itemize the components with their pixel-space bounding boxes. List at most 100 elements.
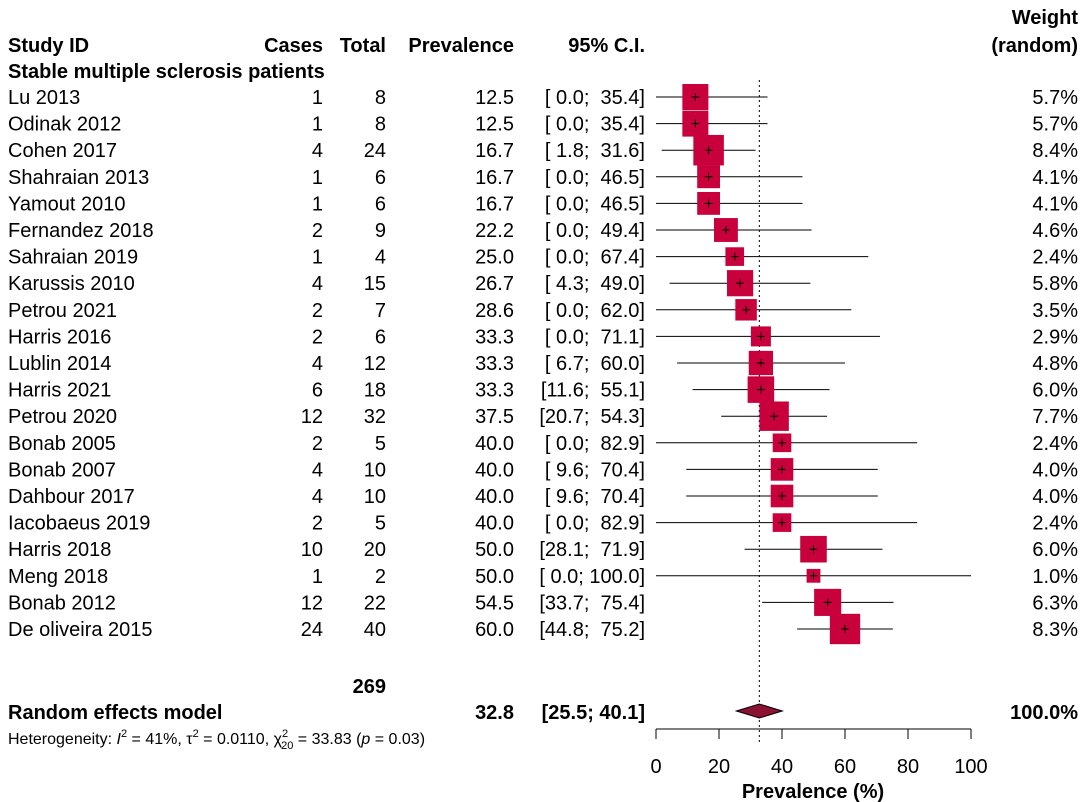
study-name: Lublin 2014 bbox=[8, 353, 111, 375]
study-total: 7 bbox=[375, 300, 386, 322]
study-name: Harris 2021 bbox=[8, 380, 111, 402]
study-ci: [11.6; 55.1] bbox=[541, 380, 645, 402]
summary-total-n: 269 bbox=[353, 676, 386, 698]
study-ci: [44.8; 75.2] bbox=[539, 619, 645, 641]
study-weight: 7.7% bbox=[1032, 406, 1078, 428]
study-cases: 1 bbox=[312, 114, 323, 136]
study-cases: 6 bbox=[312, 380, 323, 402]
x-tick-label: 0 bbox=[650, 756, 661, 778]
pooled-diamond bbox=[734, 703, 785, 719]
study-weight: 6.0% bbox=[1032, 539, 1078, 561]
study-cases: 4 bbox=[312, 353, 323, 375]
heterogeneity-stats: Heterogeneity: I2 = 41%, τ2 = 0.0110, χ2… bbox=[8, 728, 425, 752]
study-total: 4 bbox=[375, 247, 386, 269]
study-total: 12 bbox=[364, 353, 386, 375]
summary-ci: [25.5; 40.1] bbox=[542, 702, 645, 724]
study-name: Bonab 2005 bbox=[8, 433, 116, 455]
study-cases: 2 bbox=[312, 326, 323, 348]
study-cases: 1 bbox=[312, 193, 323, 215]
study-ci: [ 0.0; 100.0] bbox=[539, 566, 645, 588]
study-total: 24 bbox=[364, 140, 386, 162]
study-total: 2 bbox=[375, 566, 386, 588]
summary-weight: 100.0% bbox=[1010, 702, 1078, 724]
study-cases: 4 bbox=[312, 459, 323, 481]
study-ci: [ 4.3; 49.0] bbox=[545, 273, 645, 295]
study-prevalence: 50.0 bbox=[475, 566, 514, 588]
study-cases: 2 bbox=[312, 300, 323, 322]
study-ci: [ 0.0; 35.4] bbox=[545, 114, 645, 136]
study-total: 10 bbox=[364, 486, 386, 508]
x-tick-label: 20 bbox=[708, 756, 730, 778]
study-total: 32 bbox=[364, 406, 386, 428]
study-cases: 24 bbox=[301, 619, 323, 641]
study-name: Lu 2013 bbox=[8, 87, 80, 109]
study-name: Fernandez 2018 bbox=[8, 220, 154, 242]
study-prevalence: 33.3 bbox=[475, 326, 514, 348]
study-ci: [ 0.0; 82.9] bbox=[545, 513, 645, 535]
study-weight: 5.8% bbox=[1032, 273, 1078, 295]
x-tick-label: 100 bbox=[954, 756, 987, 778]
study-total: 20 bbox=[364, 539, 386, 561]
study-cases: 4 bbox=[312, 486, 323, 508]
study-name: Karussis 2010 bbox=[8, 273, 135, 295]
study-total: 6 bbox=[375, 326, 386, 348]
header-study: Study ID bbox=[8, 35, 89, 57]
study-weight: 6.3% bbox=[1032, 592, 1078, 614]
study-weight: 2.9% bbox=[1032, 326, 1078, 348]
study-prevalence: 16.7 bbox=[475, 140, 514, 162]
study-weight: 4.1% bbox=[1032, 193, 1078, 215]
study-prevalence: 37.5 bbox=[475, 406, 514, 428]
x-axis-label: Prevalence (%) bbox=[742, 781, 884, 802]
study-cases: 12 bbox=[301, 592, 323, 614]
study-total: 18 bbox=[364, 380, 386, 402]
study-cases: 1 bbox=[312, 247, 323, 269]
study-prevalence: 33.3 bbox=[475, 380, 514, 402]
summary-prevalence: 32.8 bbox=[475, 702, 514, 724]
study-name: Bonab 2012 bbox=[8, 592, 116, 614]
study-name: Harris 2018 bbox=[8, 539, 111, 561]
study-prevalence: 60.0 bbox=[475, 619, 514, 641]
study-name: Iacobaeus 2019 bbox=[8, 513, 150, 535]
study-total: 10 bbox=[364, 459, 386, 481]
study-name: Sahraian 2019 bbox=[8, 247, 138, 269]
study-ci: [ 0.0; 82.9] bbox=[545, 433, 645, 455]
study-ci: [ 0.0; 46.5] bbox=[545, 167, 645, 189]
study-weight: 5.7% bbox=[1032, 114, 1078, 136]
study-weight: 2.4% bbox=[1032, 247, 1078, 269]
study-weight: 2.4% bbox=[1032, 433, 1078, 455]
study-weight: 4.0% bbox=[1032, 486, 1078, 508]
study-weight: 2.4% bbox=[1032, 513, 1078, 535]
study-name: Meng 2018 bbox=[8, 566, 108, 588]
study-name: Harris 2016 bbox=[8, 326, 111, 348]
study-ci: [ 0.0; 35.4] bbox=[545, 87, 645, 109]
study-prevalence: 22.2 bbox=[475, 220, 514, 242]
study-prevalence: 12.5 bbox=[475, 87, 514, 109]
study-weight: 3.5% bbox=[1032, 300, 1078, 322]
study-prevalence: 40.0 bbox=[475, 459, 514, 481]
study-total: 6 bbox=[375, 167, 386, 189]
study-total: 5 bbox=[375, 513, 386, 535]
study-ci: [ 1.8; 31.6] bbox=[545, 140, 645, 162]
study-ci: [33.7; 75.4] bbox=[539, 592, 645, 614]
summary-label: Random effects model bbox=[8, 702, 222, 724]
study-ci: [ 9.6; 70.4] bbox=[545, 459, 645, 481]
study-weight: 4.0% bbox=[1032, 459, 1078, 481]
study-name: De oliveira 2015 bbox=[8, 619, 153, 641]
study-total: 8 bbox=[375, 114, 386, 136]
header-weight-line1: Weight bbox=[1012, 7, 1079, 29]
study-cases: 2 bbox=[312, 220, 323, 242]
study-name: Dahbour 2017 bbox=[8, 486, 135, 508]
study-ci: [ 9.6; 70.4] bbox=[545, 486, 645, 508]
study-name: Odinak 2012 bbox=[8, 114, 121, 136]
study-ci: [ 0.0; 62.0] bbox=[545, 300, 645, 322]
study-cases: 2 bbox=[312, 433, 323, 455]
study-name: Petrou 2021 bbox=[8, 300, 117, 322]
study-weight: 8.3% bbox=[1032, 619, 1078, 641]
study-prevalence: 26.7 bbox=[475, 273, 514, 295]
study-prevalence: 28.6 bbox=[475, 300, 514, 322]
header-total: Total bbox=[340, 35, 386, 57]
study-weight: 5.7% bbox=[1032, 87, 1078, 109]
study-total: 9 bbox=[375, 220, 386, 242]
study-prevalence: 54.5 bbox=[475, 592, 514, 614]
study-prevalence: 12.5 bbox=[475, 114, 514, 136]
